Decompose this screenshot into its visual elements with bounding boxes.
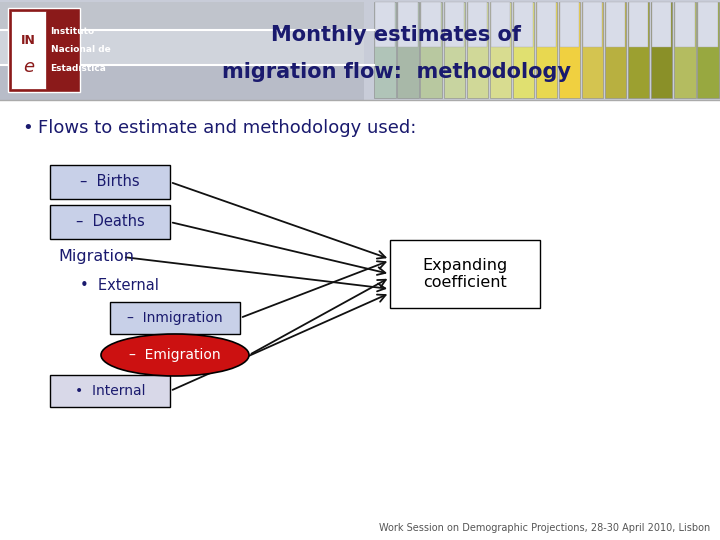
Text: Estadística: Estadística — [50, 64, 107, 73]
Bar — [375, 2, 395, 47]
Bar — [513, 2, 534, 98]
Bar — [582, 2, 603, 98]
Bar — [675, 2, 695, 47]
Bar — [467, 2, 487, 47]
Bar — [490, 2, 511, 98]
Bar — [652, 2, 672, 47]
Bar — [674, 2, 696, 98]
Text: IN: IN — [21, 34, 36, 47]
Bar — [398, 2, 418, 47]
Ellipse shape — [101, 334, 249, 376]
Bar — [374, 2, 396, 98]
Bar — [513, 2, 534, 47]
Bar — [420, 2, 442, 98]
Bar — [490, 2, 510, 47]
Text: •  Internal: • Internal — [75, 384, 145, 398]
Bar — [8, 8, 80, 92]
Bar — [444, 2, 465, 98]
Text: Instituto: Instituto — [50, 27, 95, 36]
Text: e: e — [23, 58, 34, 76]
Text: –  Deaths: – Deaths — [76, 214, 145, 230]
Bar — [606, 2, 626, 47]
Text: migration flow:  methodology: migration flow: methodology — [222, 62, 570, 82]
Text: •  External: • External — [80, 278, 159, 293]
Bar — [50, 375, 170, 407]
Bar — [467, 2, 488, 98]
Bar — [50, 165, 170, 199]
Text: Monthly estimates of: Monthly estimates of — [271, 25, 521, 45]
Text: –  Births: – Births — [80, 174, 140, 190]
Bar — [559, 2, 580, 98]
Bar — [0, 0, 720, 100]
Bar — [605, 2, 626, 98]
Bar — [629, 2, 649, 47]
Text: Migration: Migration — [58, 249, 134, 265]
Bar — [11, 11, 45, 89]
Bar — [582, 2, 603, 47]
Bar — [110, 302, 240, 334]
Bar — [0, 65, 364, 100]
Text: Nacional de: Nacional de — [50, 45, 110, 55]
Bar — [651, 2, 672, 98]
Bar — [421, 2, 441, 47]
Bar — [698, 2, 718, 47]
Bar — [0, 30, 364, 65]
Bar — [536, 2, 557, 98]
Bar — [397, 2, 419, 98]
Text: Work Session on Demographic Projections, 28-30 April 2010, Lisbon: Work Session on Demographic Projections,… — [379, 523, 710, 533]
Text: Expanding
coefficient: Expanding coefficient — [423, 258, 508, 290]
Bar — [444, 2, 464, 47]
Text: –  Emigration: – Emigration — [129, 348, 221, 362]
Bar — [50, 205, 170, 239]
Text: •: • — [22, 119, 32, 137]
Text: Flows to estimate and methodology used:: Flows to estimate and methodology used: — [38, 119, 416, 137]
Bar — [697, 2, 719, 98]
Bar — [628, 2, 649, 98]
Bar — [390, 240, 540, 308]
Bar — [536, 2, 557, 47]
Bar — [559, 2, 580, 47]
Text: –  Inmigration: – Inmigration — [127, 311, 222, 325]
Bar — [0, 2, 364, 32]
